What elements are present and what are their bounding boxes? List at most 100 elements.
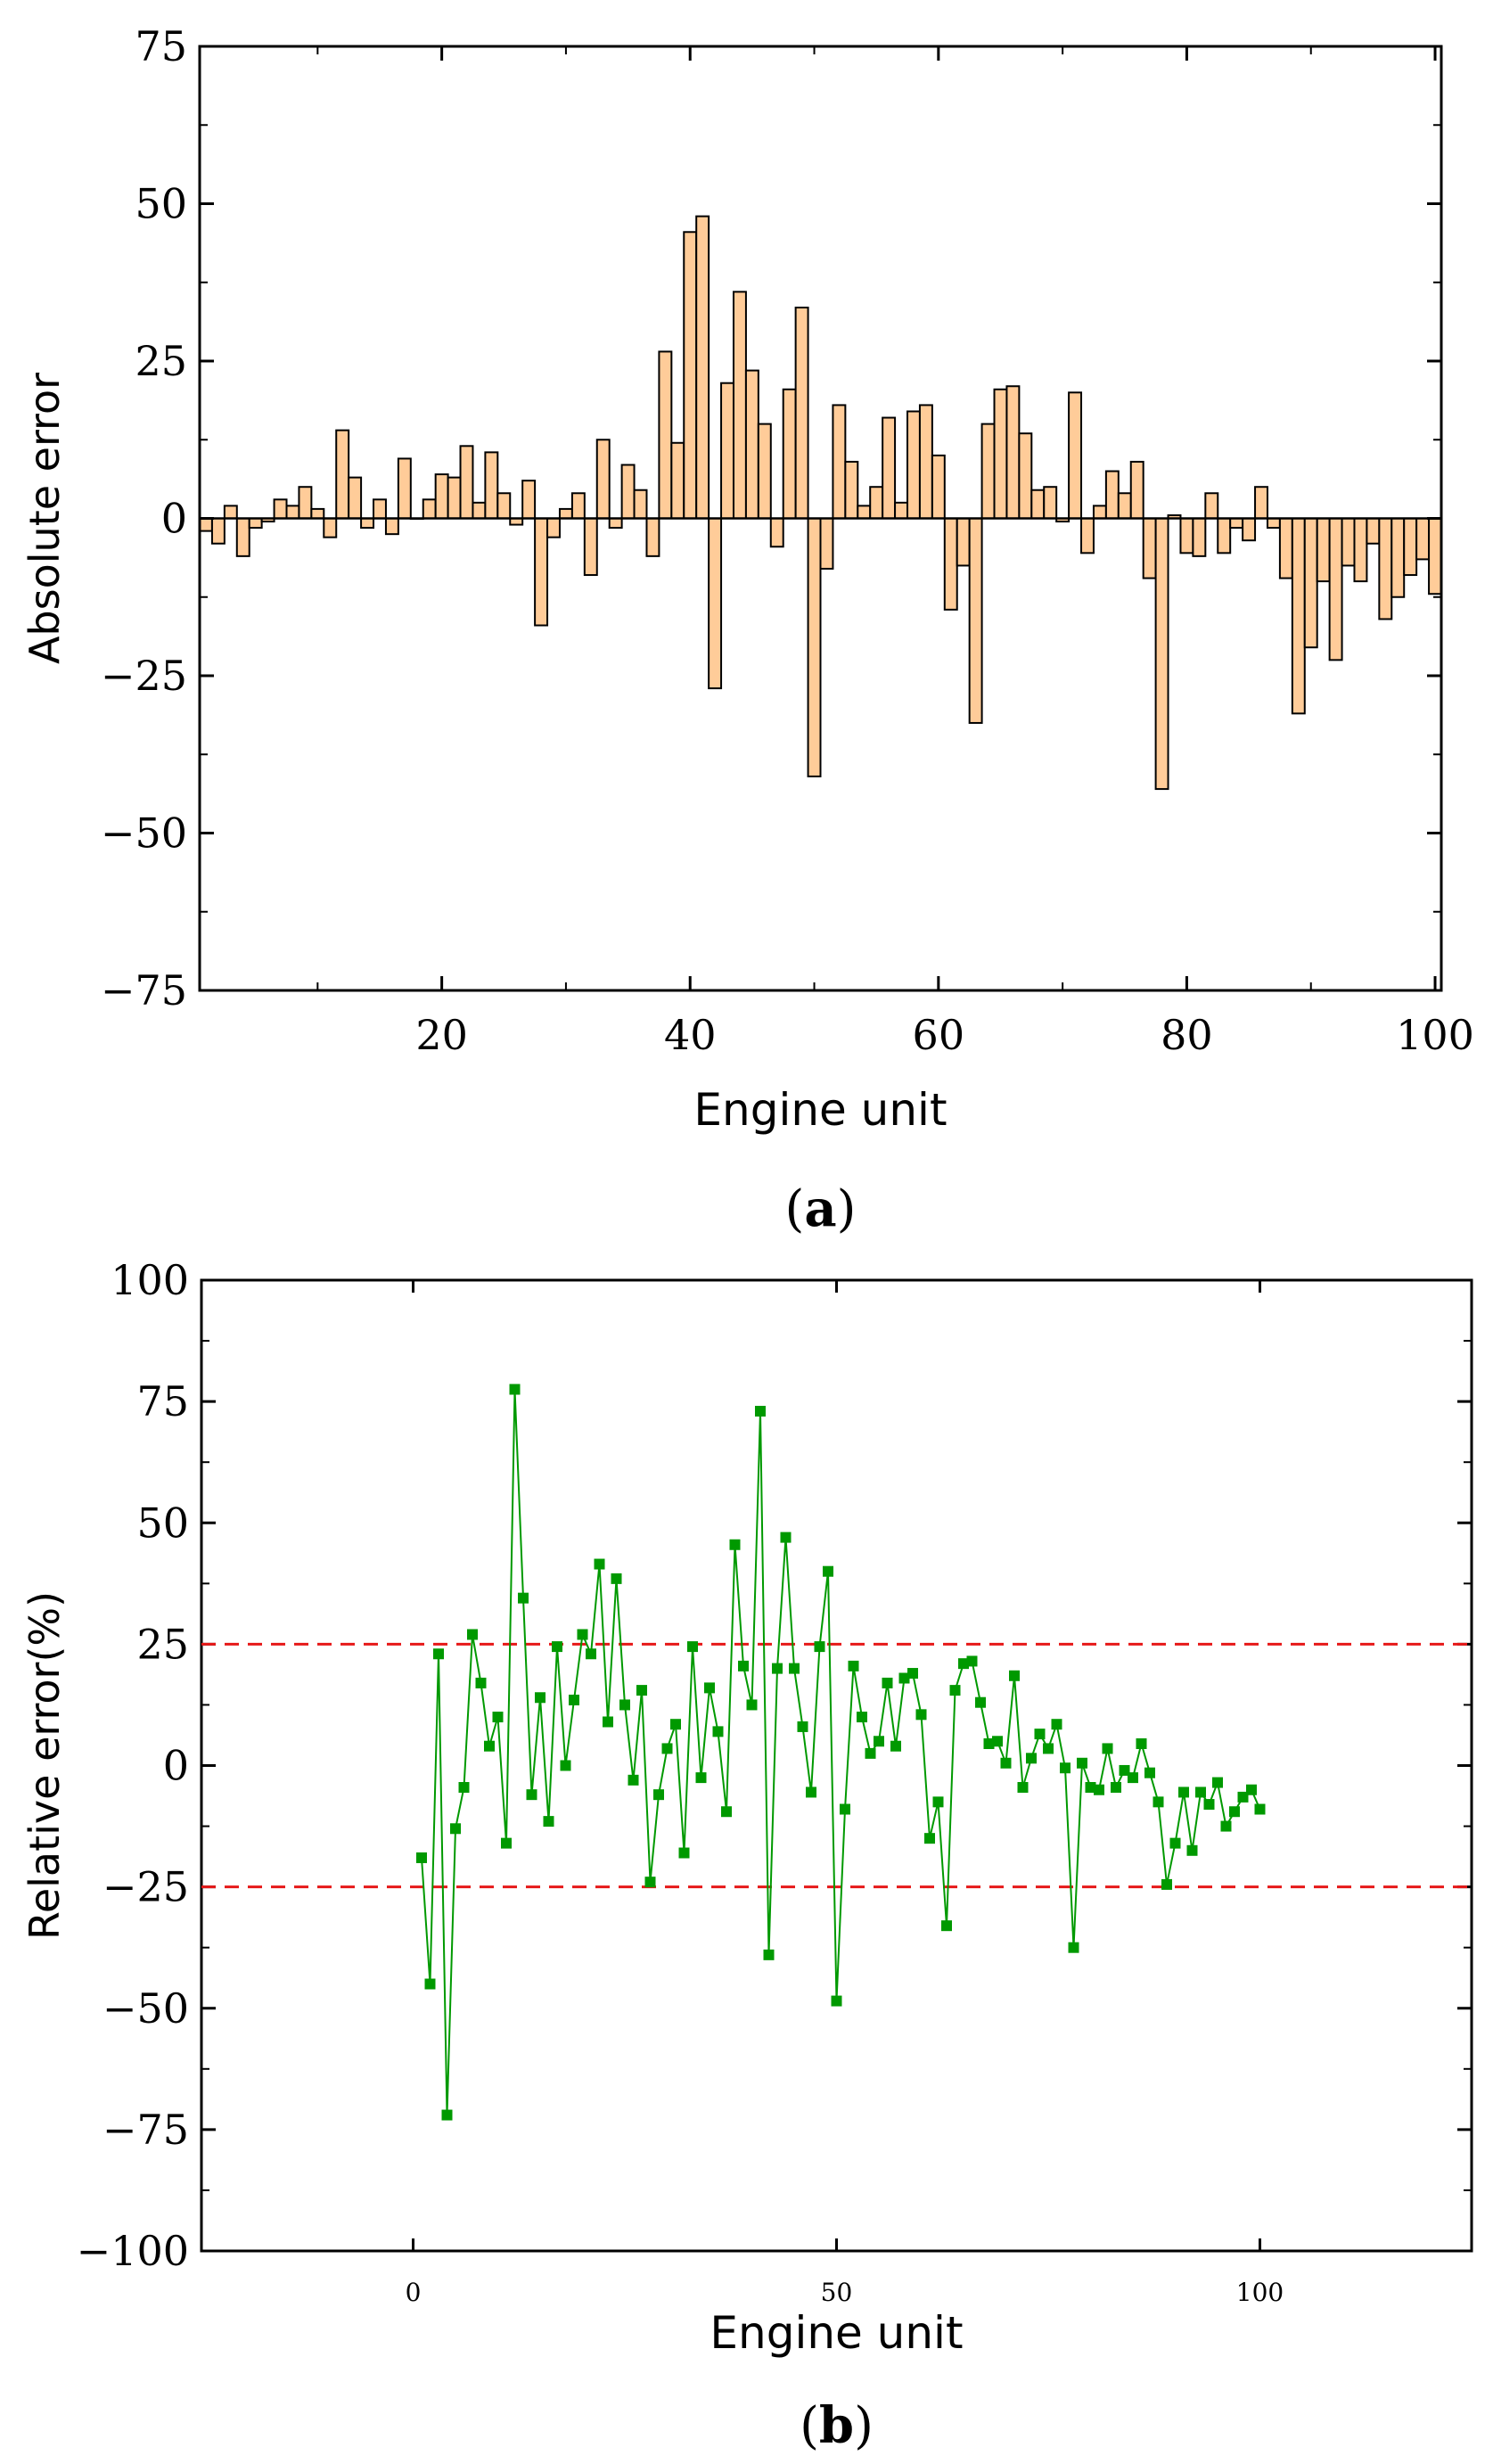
bar — [199, 517, 213, 532]
bar — [633, 489, 648, 520]
data-point — [1203, 1799, 1215, 1811]
x-tick-label: 0 — [406, 2278, 422, 2307]
bar — [546, 517, 561, 538]
data-point — [712, 1726, 724, 1737]
bar — [857, 505, 872, 520]
x-tick-label: 100 — [1396, 1011, 1474, 1059]
data-point — [619, 1699, 630, 1711]
bar — [956, 517, 971, 567]
bar — [447, 476, 462, 520]
data-point — [958, 1658, 969, 1670]
relative-error-line-chart: 100 75 50 25 0 −25 −50 −75 −100 0 50 100 Relative e… — [21, 1256, 1473, 2455]
bar — [285, 505, 300, 520]
panel-letter: b — [819, 2396, 854, 2455]
bar — [1080, 517, 1095, 554]
x-axis-label: Engine unit — [710, 2307, 963, 2359]
bar — [323, 517, 338, 538]
plot-frame — [200, 1278, 1473, 2253]
data-point — [840, 1803, 850, 1815]
data-point — [1094, 1784, 1104, 1795]
data-point — [1169, 1837, 1181, 1849]
y-tick-label: 25 — [135, 337, 187, 385]
y-tick-label: −50 — [103, 1984, 189, 2033]
bar — [620, 464, 636, 520]
data-point — [416, 1852, 427, 1863]
data-point — [738, 1660, 749, 1671]
bar — [744, 369, 759, 520]
bar — [844, 460, 859, 520]
y-axis-label: Absolute error — [21, 373, 69, 664]
bar — [1030, 489, 1046, 520]
data-point — [772, 1663, 783, 1674]
data-point — [1136, 1737, 1147, 1749]
data-point — [1144, 1767, 1155, 1778]
data-point — [501, 1837, 512, 1849]
data-point — [1060, 1762, 1071, 1774]
bar — [348, 476, 363, 520]
bar — [1242, 517, 1257, 542]
data-point — [1178, 1786, 1189, 1798]
data-point — [1195, 1786, 1206, 1798]
data-point — [890, 1740, 901, 1752]
bar — [384, 517, 399, 536]
bar — [1104, 470, 1120, 520]
data-point — [806, 1786, 816, 1798]
data-point — [484, 1740, 495, 1752]
data-point — [1254, 1803, 1266, 1815]
axis-ticks: 100 75 50 25 0 −25 −50 −75 −100 0 50 100 — [77, 1256, 1472, 2307]
data-point — [611, 1573, 622, 1584]
bar — [298, 486, 313, 520]
bar — [732, 291, 747, 520]
bar — [645, 517, 660, 557]
bar — [1117, 492, 1132, 520]
data-point — [603, 1716, 613, 1728]
data-point — [966, 1655, 978, 1667]
bar — [534, 517, 549, 627]
y-tick-label: 100 — [111, 1256, 189, 1304]
y-tick-label: 0 — [163, 1742, 189, 1790]
data-point — [814, 1641, 825, 1653]
data-point — [882, 1677, 893, 1688]
data-point — [729, 1539, 741, 1550]
data-point — [797, 1721, 808, 1732]
bar — [248, 517, 263, 530]
y-tick-label: −25 — [103, 1863, 189, 1911]
data-point — [1186, 1844, 1198, 1856]
data-point — [1128, 1772, 1138, 1784]
y-tick-label: −75 — [101, 966, 187, 1014]
data-point — [755, 1406, 766, 1417]
data-point — [560, 1760, 571, 1771]
data-point — [636, 1685, 647, 1696]
bar — [1043, 486, 1058, 520]
data-point — [983, 1737, 995, 1749]
data-point — [441, 2109, 453, 2121]
data-point — [653, 1789, 664, 1801]
bar — [1316, 517, 1331, 583]
data-point — [746, 1699, 758, 1711]
bar — [1390, 517, 1406, 598]
data-point — [1000, 1757, 1012, 1769]
data-point — [898, 1672, 910, 1684]
bar — [1018, 432, 1033, 520]
x-tick-label: 50 — [821, 2278, 853, 2307]
bar — [1254, 486, 1268, 520]
data-point — [865, 1747, 876, 1759]
bar — [1378, 517, 1393, 620]
y-tick-label: −75 — [103, 2106, 189, 2154]
data-point — [535, 1692, 546, 1704]
data-point — [1026, 1753, 1037, 1764]
bar — [670, 441, 685, 520]
data-point — [848, 1660, 859, 1671]
data-point — [831, 1995, 842, 2007]
bar — [570, 492, 586, 520]
data-point — [695, 1772, 707, 1784]
bar — [782, 388, 797, 520]
bar — [1005, 385, 1021, 520]
bar — [720, 382, 734, 520]
bar — [1291, 517, 1306, 715]
bar — [608, 517, 623, 530]
data-point — [458, 1782, 470, 1794]
bar — [310, 507, 325, 520]
bar — [558, 507, 573, 520]
